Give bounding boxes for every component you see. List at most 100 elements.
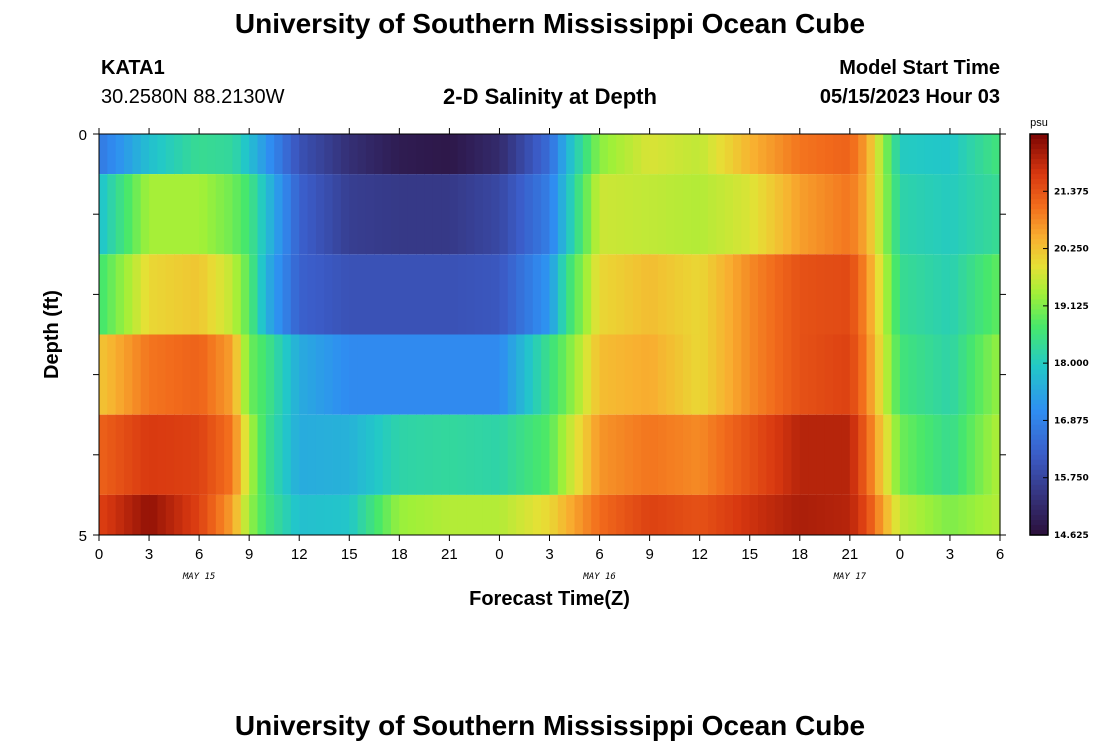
heatmap-cell: [107, 414, 117, 495]
heatmap-cell: [282, 494, 292, 535]
date-label: MAY 16: [582, 572, 616, 582]
heatmap-cell: [749, 334, 759, 415]
heatmap-cell: [532, 494, 542, 535]
heatmap-cell: [132, 494, 142, 535]
heatmap-cell: [416, 334, 425, 415]
heatmap-cell: [716, 174, 726, 255]
colorbar-segment: [1030, 399, 1048, 406]
heatmap-cell: [741, 334, 751, 415]
heatmap-cell: [933, 174, 943, 255]
heatmap-cell: [332, 174, 342, 255]
colorbar-segment: [1030, 194, 1048, 200]
heatmap-cell: [349, 414, 359, 495]
heatmap-cell: [357, 134, 367, 175]
heatmap-cell: [315, 174, 325, 255]
heatmap-cell: [257, 494, 267, 535]
heatmap-cell: [908, 414, 918, 495]
colorbar-segment: [1030, 499, 1048, 506]
heatmap-cell: [157, 334, 167, 415]
colorbar-segment: [1030, 134, 1048, 140]
heatmap-cell: [257, 254, 267, 335]
heatmap-cell: [441, 174, 450, 255]
heatmap-cell: [332, 254, 342, 335]
heatmap-cell: [874, 174, 884, 255]
heatmap-cell: [524, 174, 534, 255]
heatmap-cell: [758, 174, 767, 255]
heatmap-cell: [232, 494, 242, 535]
heatmap-cell: [866, 494, 876, 535]
heatmap-cell: [641, 334, 651, 415]
heatmap-cell: [390, 494, 400, 535]
heatmap-cell: [232, 414, 242, 495]
colorbar-segment: [1030, 239, 1048, 245]
colorbar-segment: [1030, 349, 1048, 356]
heatmap-cell: [574, 174, 584, 255]
model-start-label: Model Start Time: [839, 57, 1000, 79]
heatmap-cell: [290, 414, 300, 495]
heatmap-cell: [491, 414, 501, 495]
heatmap-cell: [457, 174, 467, 255]
heatmap-cell: [274, 494, 284, 535]
heatmap-cell: [933, 254, 943, 335]
x-tick-label: 9: [645, 546, 653, 563]
heatmap-cell: [165, 134, 175, 175]
heatmap-cell: [858, 134, 868, 175]
heatmap-cell: [349, 334, 359, 415]
heatmap-cell: [708, 134, 717, 175]
heatmap-cell: [207, 334, 217, 415]
heatmap-cell: [891, 414, 901, 495]
heatmap-cell: [949, 134, 959, 175]
heatmap-cell: [799, 134, 809, 175]
colorbar-tick-label: 21.375: [1054, 187, 1089, 197]
heatmap-cell: [833, 334, 843, 415]
heatmap-cell: [491, 174, 501, 255]
heatmap-cell: [499, 414, 509, 495]
heatmap-cell: [115, 494, 125, 535]
heatmap-cell: [899, 334, 909, 415]
heatmap-cell: [733, 494, 742, 535]
colorbar-segment: [1030, 179, 1048, 185]
colorbar-segment: [1030, 264, 1048, 270]
heatmap-cell: [591, 494, 601, 535]
heatmap-cell: [916, 254, 926, 335]
colorbar-segment: [1030, 204, 1048, 210]
heatmap-cell: [607, 334, 617, 415]
model-start-value: 05/15/2023 Hour 03: [819, 86, 1000, 108]
heatmap-cell: [315, 134, 325, 175]
heatmap-cell: [265, 174, 275, 255]
heatmap-cell: [365, 414, 375, 495]
colorbar-segment: [1030, 489, 1048, 496]
heatmap-cell: [557, 494, 567, 535]
heatmap-cell: [349, 174, 359, 255]
heatmap-cell: [974, 134, 984, 175]
heatmap-cell: [582, 494, 592, 535]
x-tick-label: 0: [896, 546, 904, 563]
heatmap-cell: [833, 174, 843, 255]
heatmap-cell: [958, 134, 968, 175]
heatmap-cell: [899, 494, 909, 535]
colorbar-segment: [1030, 329, 1048, 336]
heatmap-cell: [816, 134, 826, 175]
colorbar-segment: [1030, 244, 1048, 250]
heatmap-cell: [374, 494, 384, 535]
heatmap-cell: [157, 494, 167, 535]
heatmap-cell: [941, 134, 951, 175]
colorbar-segment: [1030, 384, 1048, 391]
heatmap-cell: [666, 254, 676, 335]
heatmap-cell: [974, 254, 984, 335]
heatmap-cell: [566, 334, 576, 415]
heatmap-cell: [833, 494, 843, 535]
heatmap-cell: [399, 334, 409, 415]
heatmap-cell: [941, 494, 951, 535]
heatmap-cell: [966, 254, 976, 335]
heatmap-cell: [941, 334, 951, 415]
heatmap-cell: [774, 134, 784, 175]
heatmap-cell: [507, 174, 517, 255]
heatmap-cell: [315, 334, 325, 415]
heatmap-cell: [224, 254, 234, 335]
heatmap-cell: [390, 134, 400, 175]
heatmap-cell: [282, 334, 292, 415]
colorbar-segment: [1030, 484, 1048, 491]
heatmap-cell: [207, 494, 217, 535]
colorbar-segment: [1030, 479, 1048, 486]
